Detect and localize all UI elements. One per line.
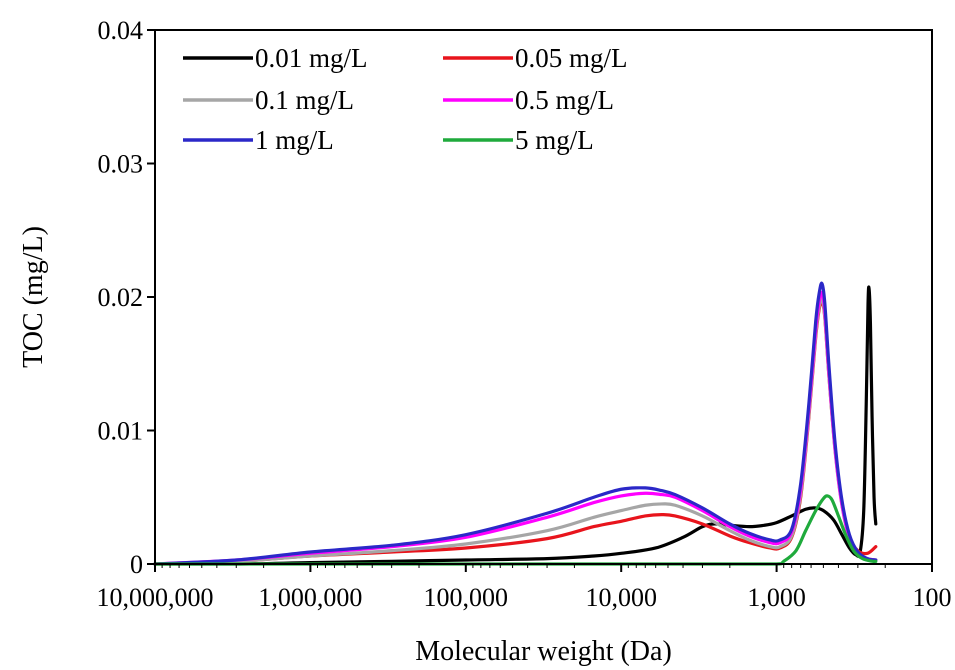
series-line-1-mg-l (153, 281, 878, 566)
legend-entry-0-05-mg-l: 0.05 mg/L (443, 43, 628, 73)
legend-entry-5-mg-l: 5 mg/L (443, 125, 594, 155)
legend-entry-1-mg-l: 1 mg/L (183, 125, 334, 155)
series-line-5-mg-l (153, 494, 878, 566)
series-line-0-01-mg-l (153, 285, 878, 566)
legend-label: 0.01 mg/L (255, 43, 368, 73)
legend-entry-0-1-mg-l: 0.1 mg/L (183, 85, 354, 115)
x-tick-label: 100 (913, 583, 952, 612)
legend-label: 0.05 mg/L (515, 43, 628, 73)
series-layer (153, 281, 878, 566)
axes-layer: 10,000,000 1,000,000 100,000 10,000 1,000 100… (97, 16, 952, 612)
y-tick-label: 0 (130, 550, 143, 579)
legend: 0.01 mg/L 0.05 mg/L 0.1 mg/L 0.5 mg/L 1 mg/L… (183, 43, 628, 155)
legend-label: 0.1 mg/L (255, 85, 354, 115)
x-tick-label: 100,000 (424, 583, 509, 612)
y-tick-label: 0.01 (98, 417, 144, 446)
x-tick-label: 10,000 (585, 583, 657, 612)
x-tick-label: 10,000,000 (97, 583, 214, 612)
x-tick-label: 1,000,000 (258, 583, 362, 612)
x-axis-title: Molecular weight (Da) (415, 636, 672, 667)
legend-label: 5 mg/L (515, 125, 594, 155)
legend-entry-0-5-mg-l: 0.5 mg/L (443, 85, 614, 115)
legend-label: 0.5 mg/L (515, 85, 614, 115)
y-tick-label: 0.04 (98, 16, 144, 45)
y-tick-label: 0.02 (98, 283, 144, 312)
legend-label: 1 mg/L (255, 125, 334, 155)
y-axis-title: TOC (mg/L) (18, 226, 49, 368)
y-tick-label: 0.03 (98, 150, 144, 179)
legend-entry-0-01-mg-l: 0.01 mg/L (183, 43, 368, 73)
x-tick-label: 1,000 (747, 583, 806, 612)
